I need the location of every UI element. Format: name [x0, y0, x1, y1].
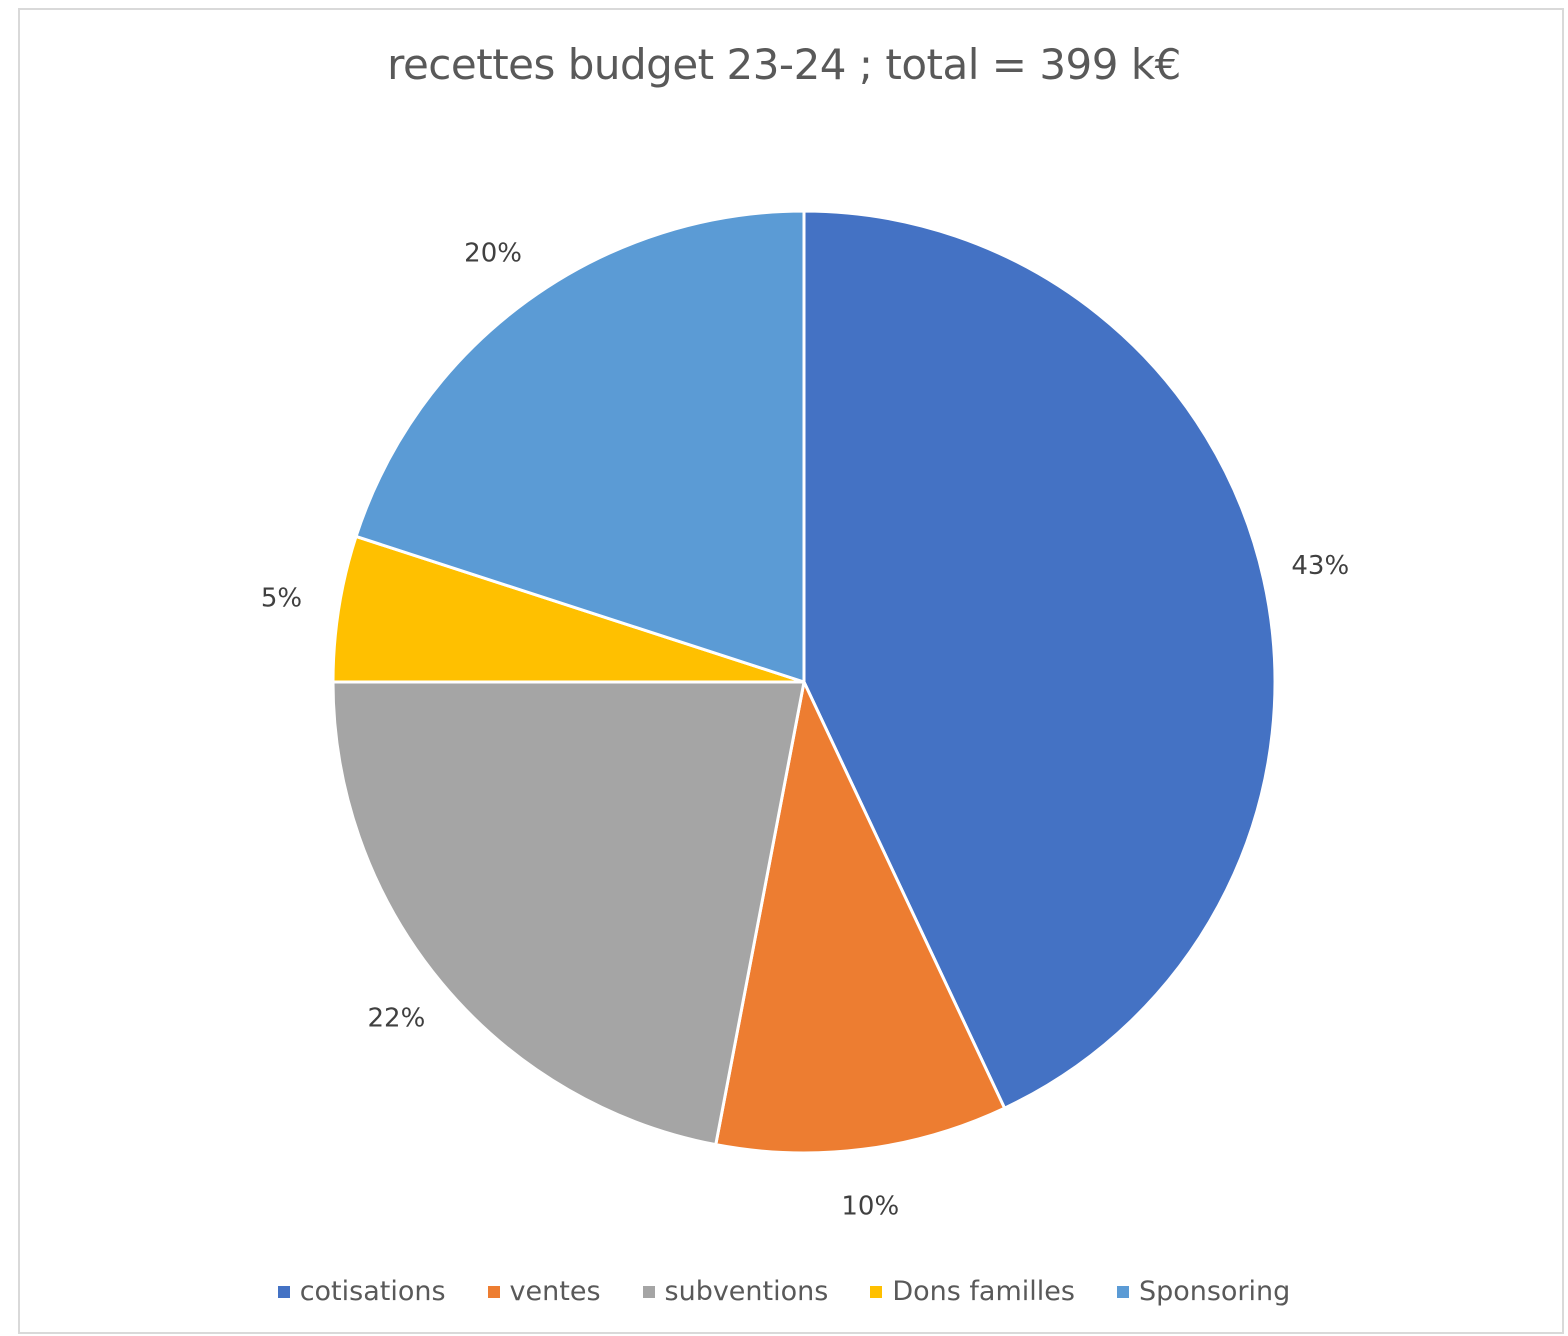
pie-slice-ventes — [714, 680, 1007, 1155]
chart-title: recettes budget 23-24 ; total = 399 k€ — [387, 40, 1181, 89]
legend-swatch — [642, 1285, 655, 1298]
pie-slice-cotisations — [802, 209, 1277, 1110]
data-label-ventes: 10% — [841, 1191, 899, 1221]
legend-label: Sponsoring — [1138, 1276, 1291, 1307]
legend-item-sponsoring: Sponsoring — [1116, 1276, 1291, 1307]
legend-swatch — [487, 1285, 500, 1298]
legend-item-dons-familles: Dons familles — [870, 1276, 1075, 1307]
legend-label: ventes — [509, 1276, 601, 1307]
legend-label: subventions — [664, 1276, 829, 1307]
legend-item-subventions: subventions — [642, 1276, 829, 1307]
legend-swatch — [870, 1285, 883, 1298]
legend-label: Dons familles — [892, 1276, 1075, 1307]
legend-label: cotisations — [299, 1276, 446, 1307]
legend-item-cotisations: cotisations — [277, 1276, 446, 1307]
pie-slices — [331, 209, 1277, 1155]
data-label-cotisations: 43% — [1291, 551, 1349, 581]
legend-swatch — [277, 1285, 290, 1298]
pie-slice-dons-familles — [331, 534, 806, 684]
data-label-subventions: 22% — [368, 1004, 426, 1034]
chart-legend: cotisations ventes subventions Dons famille… — [0, 1276, 1568, 1307]
data-label-sponsoring: 20% — [464, 239, 522, 269]
pie-data-labels: 43% 10% 22% 5% 20% — [261, 239, 1349, 1222]
pie-slice-subventions — [331, 680, 806, 1147]
pie-slice-sponsoring — [354, 209, 806, 684]
legend-item-ventes: ventes — [487, 1276, 601, 1307]
legend-swatch — [1116, 1285, 1129, 1298]
data-label-dons-familles: 5% — [261, 584, 302, 614]
